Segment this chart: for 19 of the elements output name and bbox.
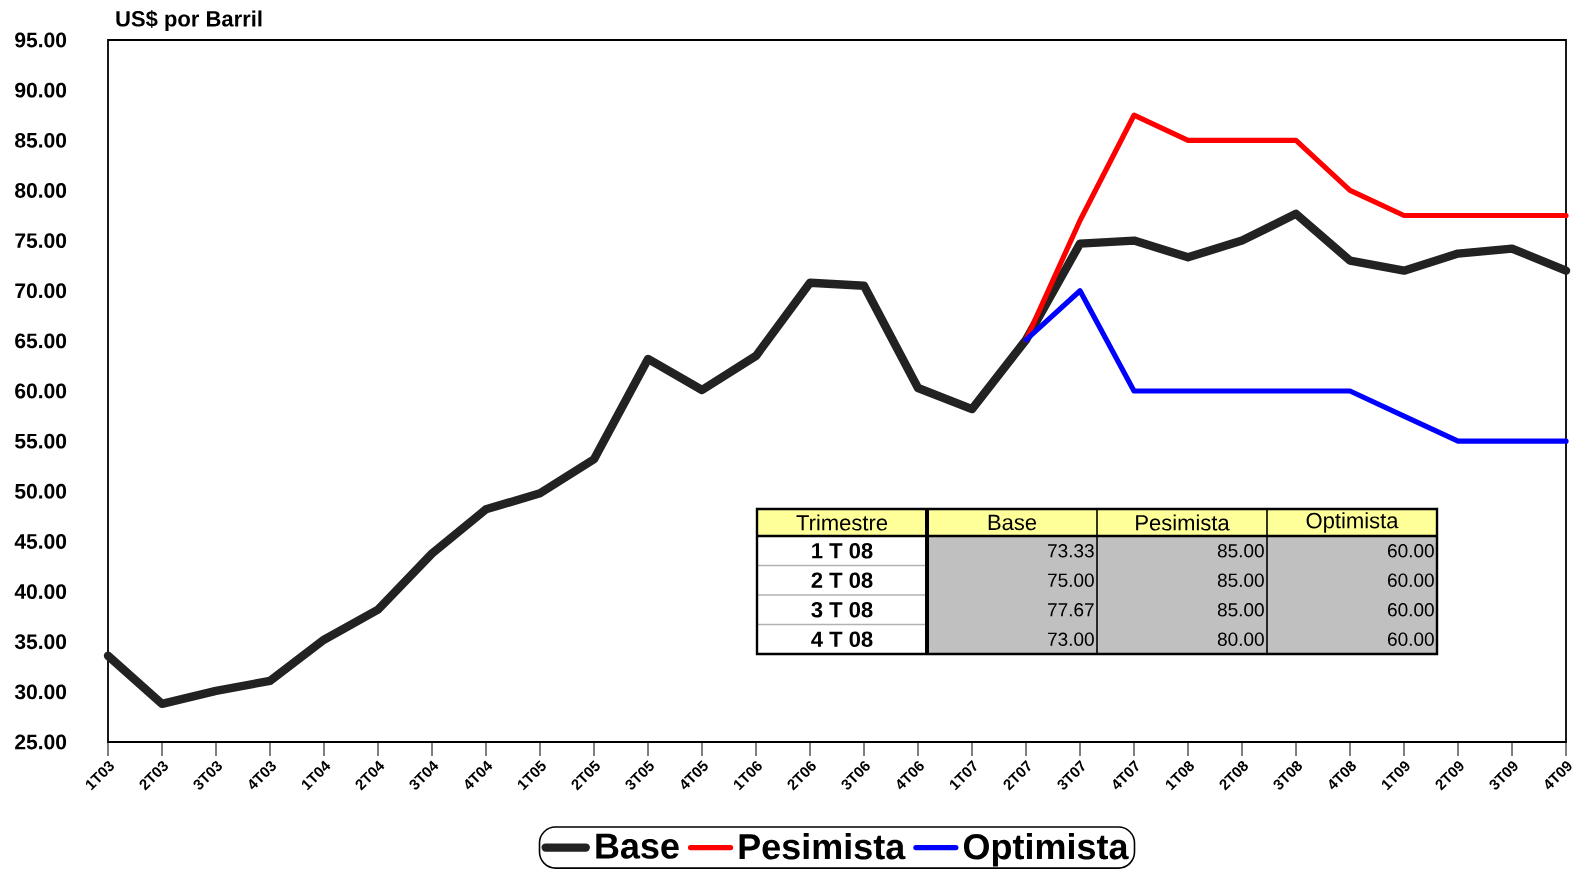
y-tick-label: 95.00 <box>15 32 67 48</box>
y-tick-label: 45.00 <box>14 534 67 549</box>
legend-label: Base <box>596 833 679 859</box>
y-tick-label: 35.00 <box>14 634 67 650</box>
y-tick-label: 65.00 <box>15 333 67 349</box>
y-tick-label: 85.00 <box>15 132 67 148</box>
y-tick-label: 55.00 <box>15 433 67 449</box>
y-tick-label: 30.00 <box>14 684 67 700</box>
y-tick-label: 75.00 <box>15 233 67 249</box>
legend-label: Pesimista <box>739 833 906 860</box>
y-tick-label: 40.00 <box>14 584 67 600</box>
y-axis-title: US$ por Barril <box>116 10 262 31</box>
legend-label: Optimista <box>963 833 1129 867</box>
y-tick-label: 70.00 <box>15 283 67 299</box>
y-tick-label: 80.00 <box>15 183 67 198</box>
y-tick-label: 50.00 <box>15 483 67 499</box>
y-tick-label: 90.00 <box>15 82 67 98</box>
y-tick-label: 60.00 <box>15 383 67 399</box>
y-tick-label: 25.00 <box>15 734 67 750</box>
